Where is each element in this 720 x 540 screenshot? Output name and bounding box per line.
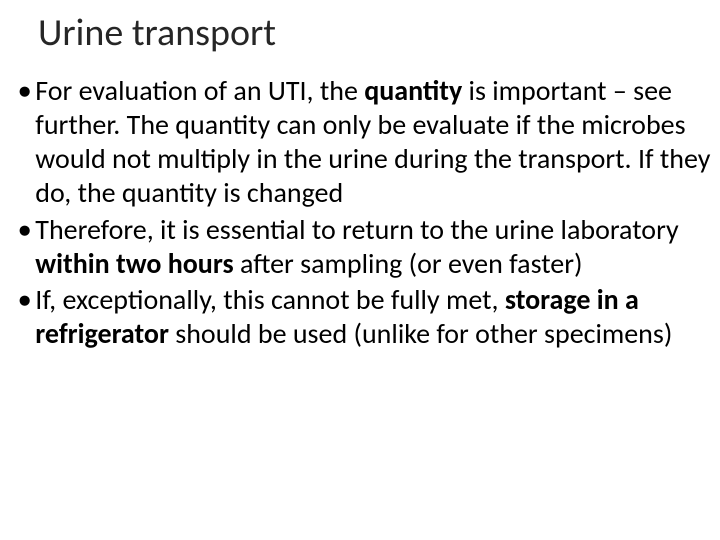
- text-run: should be used (unlike for other specime…: [169, 316, 672, 351]
- text-bold: within two hours: [35, 246, 233, 281]
- slide: Urine transport ● For evaluation of an U…: [0, 0, 720, 540]
- bullet-marker-icon: ●: [18, 213, 31, 247]
- bullet-item: ● For evaluation of an UTI, the quantity…: [18, 74, 712, 211]
- text-run: For evaluation of an UTI, the: [35, 73, 364, 108]
- bullet-item: ● Therefore, it is essential to return t…: [18, 213, 712, 281]
- bullet-text: Therefore, it is essential to return to …: [35, 213, 712, 281]
- bullet-text: For evaluation of an UTI, the quantity i…: [35, 74, 712, 211]
- text-run: after sampling (or even faster): [234, 246, 583, 281]
- text-bold: quantity: [364, 73, 462, 108]
- bullet-marker-icon: ●: [18, 283, 31, 317]
- slide-title: Urine transport: [38, 10, 720, 56]
- text-run: Therefore, it is essential to return to …: [35, 212, 678, 247]
- slide-body: ● For evaluation of an UTI, the quantity…: [0, 74, 720, 351]
- bullet-item: ● If, exceptionally, this cannot be full…: [18, 283, 712, 351]
- bullet-text: If, exceptionally, this cannot be fully …: [35, 283, 712, 351]
- bullet-marker-icon: ●: [18, 74, 31, 108]
- text-run: If, exceptionally, this cannot be fully …: [35, 282, 505, 317]
